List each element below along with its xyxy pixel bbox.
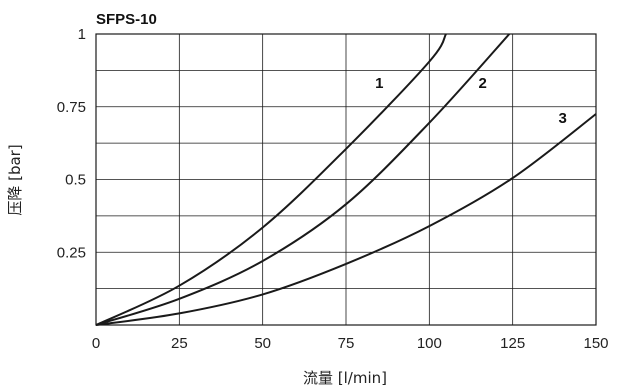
x-axis-label: 流量 [l/min]: [303, 369, 387, 387]
x-tick-label: 25: [171, 335, 188, 352]
x-tick-label: 50: [254, 335, 271, 352]
curve-label-1: 1: [375, 75, 383, 92]
x-tick-label: 75: [338, 335, 355, 352]
x-tick-label: 150: [583, 335, 608, 352]
y-tick-label: 0.75: [57, 99, 86, 116]
x-tick-label: 0: [92, 335, 100, 352]
chart-title: SFPS-10: [96, 11, 157, 28]
y-tick-label: 1: [78, 26, 86, 43]
curve-1: [95, 33, 447, 326]
y-axis-label: 压降 [bar]: [6, 144, 24, 215]
curve-2: [95, 33, 511, 326]
curve-label-3: 3: [558, 110, 566, 127]
grid-lines: [96, 34, 596, 325]
curve-3: [95, 113, 597, 326]
x-tick-label: 100: [417, 335, 442, 352]
y-tick-labels: 0.25 0.5 0.75 1: [57, 26, 86, 261]
y-tick-label: 0.25: [57, 244, 86, 261]
y-tick-label: 0.5: [65, 172, 86, 189]
curve-labels: 1 2 3: [375, 75, 567, 127]
x-tick-labels: 0 25 50 75 100 125 150: [92, 335, 609, 352]
curves: [95, 33, 597, 326]
plot-frame: [95, 33, 597, 326]
curve-label-2: 2: [478, 75, 486, 92]
x-tick-label: 125: [500, 335, 525, 352]
